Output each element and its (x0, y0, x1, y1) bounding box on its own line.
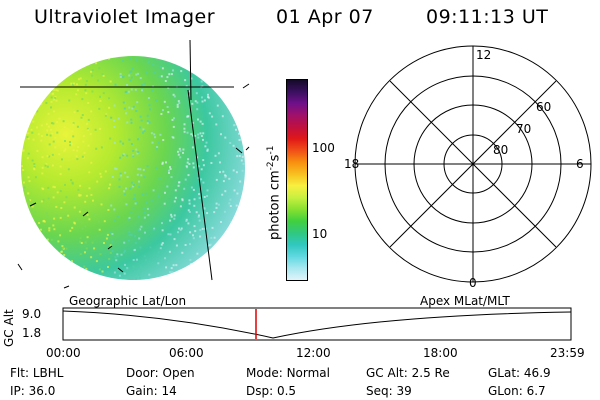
mlt-label-0: 0 (469, 276, 477, 290)
crosshair-vertical (189, 40, 192, 101)
ytick-top: 9.0 (22, 307, 42, 321)
date-label: 01 Apr 07 (276, 6, 374, 28)
status-glat: GLat: 46.9 (488, 366, 551, 380)
app-title: Ultraviolet Imager (34, 6, 216, 28)
status-gc-alt: GC Alt: 2.5 Re (366, 366, 450, 380)
status-seq: Seq: 39 (366, 384, 412, 398)
lat-label-80: 80 (493, 143, 508, 157)
status-ip: IP: 36.0 (10, 384, 56, 398)
xtick-2359: 23:59 (550, 346, 585, 360)
meridian-line (187, 89, 213, 281)
lat-label-60: 60 (536, 100, 551, 114)
geographic-title: Geographic Lat/Lon (69, 294, 187, 308)
status-glon: GLon: 6.7 (488, 384, 546, 398)
colorbar-tick-100: 100 (312, 141, 335, 155)
status-filter: Flt: LBHL (10, 366, 64, 380)
status-gain: Gain: 14 (126, 384, 177, 398)
status-door: Door: Open (126, 366, 195, 380)
xtick-1800: 18:00 (423, 346, 458, 360)
colorbar (286, 79, 308, 281)
mlt-label-6: 6 (576, 157, 584, 171)
xtick-1200: 12:00 (296, 346, 331, 360)
lat-label-70: 70 (516, 122, 531, 136)
mlt-label-12: 12 (476, 48, 491, 62)
colorbar-tick-10: 10 (312, 227, 328, 241)
apex-title: Apex MLat/MLT (420, 294, 510, 308)
polar-diagonal-2 (389, 80, 557, 248)
time-label: 09:11:13 UT (426, 6, 549, 28)
uv-image (17, 40, 250, 289)
xtick-0000: 00:00 (46, 346, 81, 360)
status-dsp: Dsp: 0.5 (246, 384, 297, 398)
colorbar-label: photon cm-2s-1 (266, 145, 283, 240)
xtick-0600: 06:00 (169, 346, 204, 360)
timeline-frame (62, 307, 572, 341)
polar-plot: 12 18 6 0 60 70 80 (344, 45, 592, 290)
ytick-bottom: 1.8 (22, 326, 42, 340)
altitude-timeline (62, 307, 572, 341)
altitude-curve (62, 310, 572, 339)
coastline-fragments (17, 83, 250, 289)
mlt-label-18: 18 (344, 157, 359, 171)
status-mode: Mode: Normal (246, 366, 330, 380)
